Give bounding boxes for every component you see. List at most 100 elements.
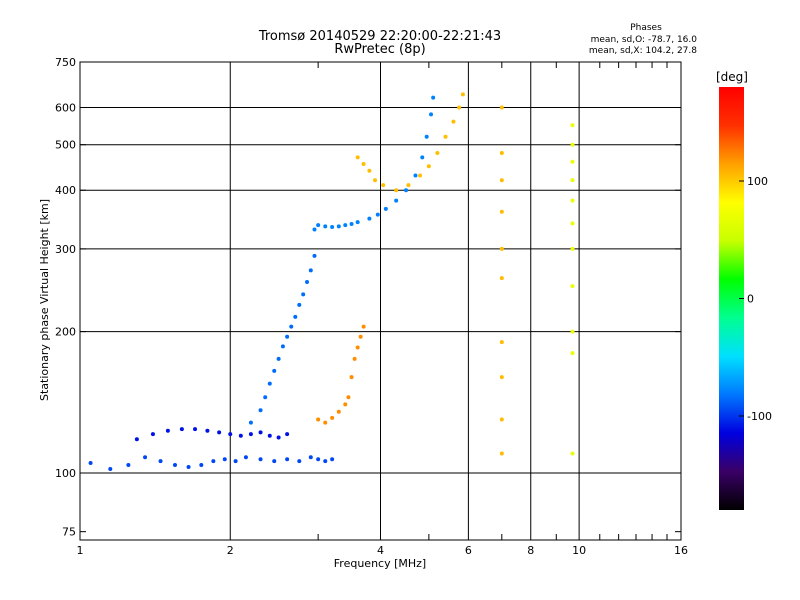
data-point xyxy=(451,119,456,124)
x-tick-label: 2 xyxy=(227,544,234,557)
y-tick-label: 200 xyxy=(55,326,76,339)
data-point xyxy=(297,302,302,307)
data-point xyxy=(134,437,139,442)
plot-frame xyxy=(79,61,682,541)
chart-title: Tromsø 20140529 22:20:00-22:21:43 xyxy=(258,29,501,44)
data-point xyxy=(499,451,504,456)
data-point xyxy=(308,268,313,273)
data-point xyxy=(457,105,462,110)
data-point xyxy=(267,381,272,386)
data-point xyxy=(367,216,372,221)
data-point xyxy=(570,351,575,356)
data-point xyxy=(420,155,425,160)
data-point xyxy=(570,142,575,147)
data-point xyxy=(305,280,310,285)
data-point xyxy=(193,427,198,432)
series xyxy=(499,105,504,456)
data-point xyxy=(424,134,429,139)
data-point xyxy=(323,420,328,425)
data-point xyxy=(361,324,366,329)
data-point xyxy=(435,151,440,156)
data-point xyxy=(285,457,290,462)
data-point xyxy=(248,420,253,425)
series xyxy=(312,95,436,232)
x-tick-label: 1 xyxy=(77,544,84,557)
data-point xyxy=(330,225,335,230)
series xyxy=(88,455,335,471)
data-point xyxy=(336,409,341,414)
data-point xyxy=(330,415,335,420)
data-point xyxy=(394,198,399,203)
data-point xyxy=(404,188,409,193)
data-point xyxy=(323,224,328,229)
x-tick-label: 4 xyxy=(377,544,384,557)
x-tick-label: 16 xyxy=(674,544,688,557)
data-point xyxy=(394,188,399,193)
series xyxy=(316,324,366,425)
y-axis-label: Stationary phase Virtual Height [km] xyxy=(38,199,51,401)
data-point xyxy=(499,246,504,251)
phases-legend-title: Phases xyxy=(630,23,662,33)
colorbar-tick-label: 0 xyxy=(747,293,754,306)
data-points xyxy=(88,92,575,471)
data-point xyxy=(373,178,378,183)
x-tick-label: 6 xyxy=(465,544,472,557)
data-point xyxy=(301,292,306,297)
data-point xyxy=(499,178,504,183)
data-point xyxy=(222,457,227,462)
data-point xyxy=(413,173,418,178)
series xyxy=(570,123,575,456)
series xyxy=(248,253,317,425)
data-point xyxy=(233,459,238,464)
data-point xyxy=(429,112,434,117)
colorbar-label: [deg] xyxy=(716,70,748,84)
y-tick-label: 75 xyxy=(62,526,76,539)
x-axis-label: Frequency [MHz] xyxy=(334,557,426,570)
data-point xyxy=(499,375,504,380)
y-tick-label: 500 xyxy=(55,139,76,152)
data-point xyxy=(150,432,155,437)
data-point xyxy=(355,155,360,160)
chart-subtitle: RwPretec (8p) xyxy=(334,42,425,57)
data-point xyxy=(143,455,148,460)
data-point xyxy=(272,368,277,373)
data-point xyxy=(158,459,163,464)
data-point xyxy=(426,164,431,169)
data-point xyxy=(258,457,263,462)
data-point xyxy=(205,428,210,433)
x-tick-label: 8 xyxy=(527,544,534,557)
data-point xyxy=(406,183,411,188)
data-point xyxy=(243,455,248,460)
data-point xyxy=(293,314,298,319)
y-tick-label: 100 xyxy=(55,467,76,480)
data-point xyxy=(258,408,263,413)
data-point xyxy=(312,227,317,232)
data-point xyxy=(570,159,575,164)
data-point xyxy=(570,221,575,226)
phases-legend-x: mean, sd,X: 104.2, 27.8 xyxy=(589,46,697,56)
data-point xyxy=(499,276,504,281)
data-point xyxy=(352,356,357,361)
colorbar-ticks: -100 0 100 xyxy=(739,175,772,423)
colorbar-tick-label: -100 xyxy=(747,410,772,423)
data-point xyxy=(336,224,341,229)
data-point xyxy=(248,432,253,437)
data-point xyxy=(499,151,504,156)
data-point xyxy=(570,123,575,128)
data-point xyxy=(172,462,177,467)
data-point xyxy=(383,206,388,211)
data-point xyxy=(355,220,360,225)
data-point xyxy=(418,173,423,178)
data-point xyxy=(570,284,575,289)
data-point xyxy=(297,459,302,464)
data-point xyxy=(308,455,313,460)
data-point xyxy=(343,402,348,407)
data-point xyxy=(367,168,372,173)
data-point xyxy=(228,432,233,437)
data-point xyxy=(381,183,386,188)
data-point xyxy=(316,417,321,422)
data-point xyxy=(349,375,354,380)
data-point xyxy=(276,435,281,440)
data-point xyxy=(570,329,575,334)
